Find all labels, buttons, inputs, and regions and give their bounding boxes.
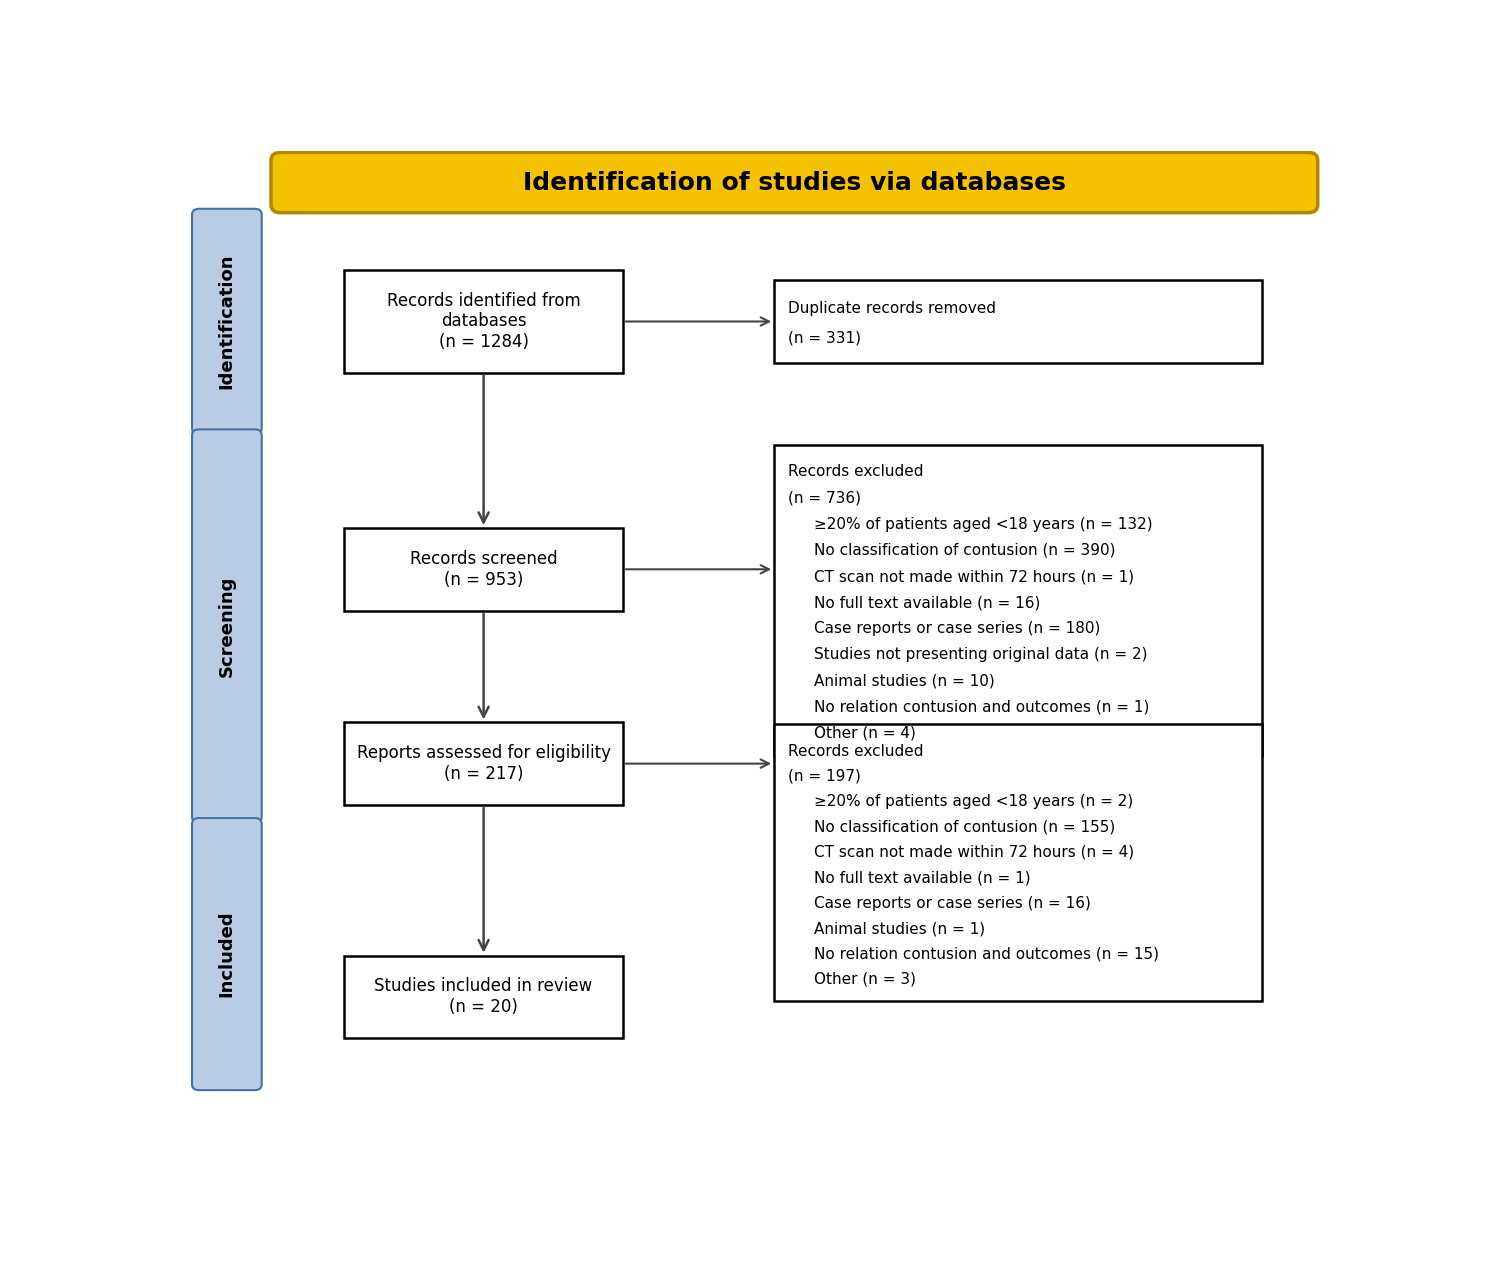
- Text: Studies not presenting original data (n = 2): Studies not presenting original data (n …: [814, 647, 1147, 663]
- Text: No relation contusion and outcomes (n = 15): No relation contusion and outcomes (n = …: [814, 946, 1159, 962]
- Text: No full text available (n = 16): No full text available (n = 16): [814, 596, 1040, 610]
- Text: (n = 736): (n = 736): [788, 491, 860, 506]
- Text: Duplicate records removed: Duplicate records removed: [788, 300, 995, 316]
- Text: Studies included in review
(n = 20): Studies included in review (n = 20): [375, 978, 592, 1016]
- Text: Records excluded: Records excluded: [788, 743, 923, 758]
- Text: Records excluded: Records excluded: [788, 464, 923, 480]
- FancyBboxPatch shape: [271, 153, 1318, 213]
- Text: No relation contusion and outcomes (n = 1): No relation contusion and outcomes (n = …: [814, 699, 1148, 714]
- Text: CT scan not made within 72 hours (n = 4): CT scan not made within 72 hours (n = 4): [814, 846, 1133, 859]
- Text: Records screened
(n = 953): Records screened (n = 953): [409, 550, 558, 588]
- FancyBboxPatch shape: [345, 722, 624, 805]
- Text: Case reports or case series (n = 16): Case reports or case series (n = 16): [814, 896, 1090, 911]
- FancyBboxPatch shape: [192, 208, 262, 434]
- Text: CT scan not made within 72 hours (n = 1): CT scan not made within 72 hours (n = 1): [814, 569, 1133, 584]
- Text: Other (n = 3): Other (n = 3): [814, 972, 916, 987]
- Text: ≥20% of patients aged <18 years (n = 2): ≥20% of patients aged <18 years (n = 2): [814, 794, 1133, 809]
- Text: Animal studies (n = 1): Animal studies (n = 1): [814, 921, 985, 936]
- FancyBboxPatch shape: [192, 818, 262, 1090]
- Text: Reports assessed for eligibility
(n = 217): Reports assessed for eligibility (n = 21…: [357, 745, 610, 782]
- Text: Identification: Identification: [217, 254, 235, 389]
- Text: No classification of contusion (n = 390): No classification of contusion (n = 390): [814, 543, 1115, 558]
- FancyBboxPatch shape: [773, 445, 1262, 756]
- Text: No full text available (n = 1): No full text available (n = 1): [814, 871, 1030, 886]
- FancyBboxPatch shape: [345, 528, 624, 611]
- FancyBboxPatch shape: [773, 724, 1262, 1001]
- Text: ≥20% of patients aged <18 years (n = 132): ≥20% of patients aged <18 years (n = 132…: [814, 516, 1153, 531]
- Text: Included: Included: [217, 911, 235, 997]
- FancyBboxPatch shape: [345, 955, 624, 1039]
- Text: No classification of contusion (n = 155): No classification of contusion (n = 155): [814, 819, 1115, 834]
- Text: Identification of studies via databases: Identification of studies via databases: [523, 170, 1066, 194]
- Text: (n = 197): (n = 197): [788, 769, 860, 784]
- FancyBboxPatch shape: [345, 270, 624, 372]
- Text: Records identified from
databases
(n = 1284): Records identified from databases (n = 1…: [387, 292, 580, 351]
- Text: Screening: Screening: [217, 575, 235, 676]
- Text: Other (n = 4): Other (n = 4): [814, 726, 916, 741]
- Text: Animal studies (n = 10): Animal studies (n = 10): [814, 674, 994, 689]
- FancyBboxPatch shape: [192, 429, 262, 823]
- Text: (n = 331): (n = 331): [788, 331, 860, 346]
- Text: Case reports or case series (n = 180): Case reports or case series (n = 180): [814, 621, 1100, 636]
- FancyBboxPatch shape: [773, 280, 1262, 362]
